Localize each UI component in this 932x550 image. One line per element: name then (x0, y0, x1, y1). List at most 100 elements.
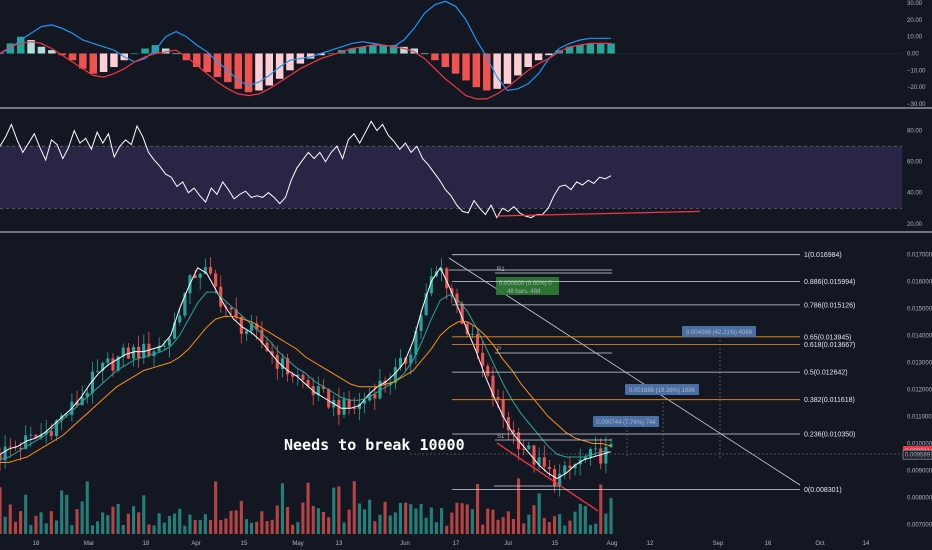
fib-levels[interactable]: 1(0.016984) 0.886(0.015994) 0.786(0.015126… (452, 252, 855, 494)
rsi-panel: 80.00 60.00 40.00 20.00 (0, 120, 923, 228)
volume-bar (378, 514, 382, 534)
volume-bar (255, 521, 259, 534)
candle-body (167, 338, 171, 346)
volume-bar (455, 502, 459, 534)
volume-bar (450, 512, 454, 534)
candle-body (383, 380, 387, 386)
volume-bar (178, 508, 182, 534)
annotation-text[interactable]: Needs to break 10000 (284, 436, 465, 454)
macd-histogram-bar (431, 53, 439, 61)
volume-bar (470, 509, 474, 534)
candle-body (419, 315, 423, 331)
target-box[interactable] (593, 416, 659, 427)
volume-bar (496, 519, 500, 534)
fib-level-label: 0.65(0.013945) (804, 334, 851, 341)
target-boxes[interactable]: 0.004069 (42.21%) 4069 0.001886 (19.36%) … (593, 326, 756, 458)
macd-histogram-bar (586, 43, 595, 54)
volume-bar (80, 501, 84, 534)
candle-body (96, 370, 100, 372)
candle-body (44, 431, 48, 435)
time-tick-label: Aug (607, 541, 618, 547)
candle-body (229, 307, 233, 310)
time-tick-label: Sep (713, 541, 724, 547)
candle-body (424, 293, 428, 316)
macd-histogram-bar (400, 46, 408, 54)
macd-histogram-bar (545, 53, 553, 56)
volume-trendline[interactable] (496, 442, 599, 512)
volume-bar (522, 523, 526, 534)
volume-bar (244, 519, 248, 534)
macd-histogram-bar (275, 53, 284, 79)
macd-signal-line (0, 41, 611, 100)
macd-histogram-bar (130, 53, 139, 55)
volume-bar (60, 490, 64, 534)
volume-bar (332, 487, 336, 534)
candle-body (342, 399, 346, 415)
candle-body (142, 343, 146, 359)
candle-body (296, 374, 300, 377)
volume-bar (563, 525, 567, 534)
time-tick-label: 15 (241, 541, 248, 547)
candle-body (85, 392, 89, 397)
candle-body (563, 465, 567, 474)
target-box[interactable] (625, 384, 699, 395)
macd-histogram-bar (607, 43, 615, 54)
macd-histogram-bar (193, 53, 201, 67)
macd-histogram-bar (576, 45, 584, 54)
price-tick-label: 0.014000 (907, 333, 932, 339)
volume-bar (398, 502, 402, 534)
macd-histogram-bar (203, 53, 211, 72)
rsi-trendline[interactable] (496, 210, 701, 217)
volume-bar (434, 522, 438, 534)
macd-histogram-bar (110, 53, 118, 67)
macd-histogram-bar (265, 53, 273, 86)
candle-body (162, 345, 166, 347)
candle-body (173, 322, 177, 339)
macd-histogram-bar (565, 46, 574, 54)
target-box[interactable] (682, 326, 756, 337)
volume-bar (465, 504, 469, 534)
volume-bar (301, 502, 305, 534)
volume-bar (183, 525, 187, 534)
fib-level-label: 0.382(0.011618) (804, 397, 855, 404)
macd-histogram-bar (141, 48, 149, 54)
candle-body (404, 357, 408, 364)
price-tick-label: 0.011000 (907, 414, 932, 420)
volume-bar (357, 503, 361, 534)
candle-body (599, 448, 603, 464)
time-tick-label: Oct (815, 541, 825, 547)
candle-body (0, 454, 2, 461)
fib-level-label: 0.618(0.013667) (804, 342, 855, 349)
price-tick-label: 0.008000 (907, 496, 932, 502)
macd-histogram-bar (524, 53, 532, 67)
time-tick-label: Jul (504, 541, 512, 547)
volume-bar (0, 487, 2, 534)
measure-box-value: 0.000000 (0.00%) 0 (499, 281, 552, 287)
macd-histogram-bar (17, 36, 25, 54)
time-tick-label: 18 (33, 541, 40, 547)
volume-bar (106, 515, 110, 534)
rsi-tick-label: 40.00 (907, 191, 923, 197)
macd-histogram-bar (0, 53, 4, 55)
volume-bar (573, 511, 577, 534)
volume-bar (280, 483, 284, 534)
price-tick-label: 0.017000 (907, 252, 932, 258)
descending-trendline[interactable] (448, 257, 801, 486)
candle-body (198, 273, 202, 278)
rsi-tick-label: 20.00 (907, 222, 923, 228)
candle-body (460, 303, 464, 324)
candle-body (13, 447, 17, 449)
volume-bar (70, 525, 74, 534)
candle-body (378, 380, 382, 399)
last-price-label: 0.009589 (905, 453, 931, 459)
candle-body (137, 346, 141, 359)
macd-histogram-bar (410, 48, 418, 54)
volume-bar (203, 514, 207, 534)
volume-bar (517, 478, 521, 534)
volume-bar (265, 521, 269, 534)
volume-bar (409, 504, 413, 534)
candle-body (347, 399, 351, 408)
rsi-tick-label: 60.00 (907, 160, 923, 166)
volume-bar (214, 481, 218, 534)
